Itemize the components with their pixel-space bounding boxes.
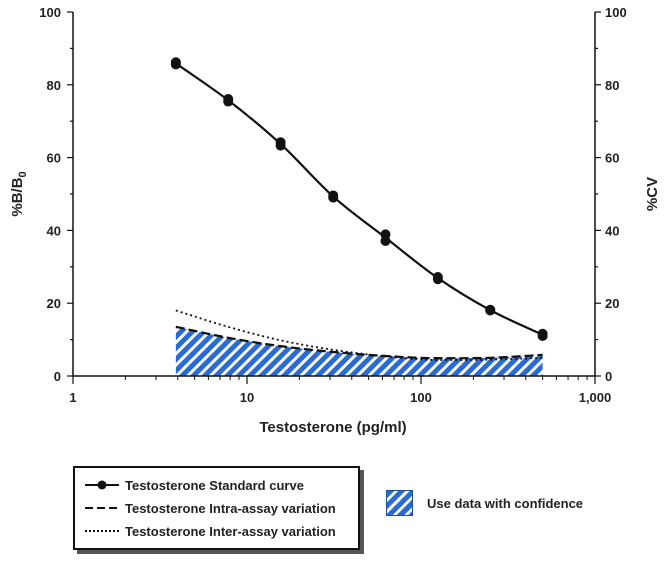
left-y-tick-label: 60	[47, 151, 61, 166]
legend-label-standard-curve: Testosterone Standard curve	[125, 477, 304, 493]
data-point-standard-curve	[328, 192, 339, 203]
legend-item-standard-curve: Testosterone Standard curve	[85, 476, 304, 494]
data-point-standard-curve	[485, 305, 496, 316]
left-y-tick-label: 80	[47, 78, 61, 93]
confidence-label: Use data with confidence	[427, 495, 584, 511]
data-point-standard-curve	[432, 274, 443, 285]
left-y-tick-label: 40	[47, 223, 61, 238]
right-y-tick-label: 40	[605, 223, 619, 238]
data-point-standard-curve	[275, 140, 286, 151]
x-axis-title: Testosterone (pg/ml)	[259, 419, 406, 436]
legend-swatch-standard-curve	[85, 480, 119, 490]
data-point-standard-curve	[537, 330, 548, 341]
left-y-tick-label: 100	[39, 5, 61, 20]
left-axis-title-sub: 0	[17, 171, 29, 177]
x-tick-label: 1	[69, 390, 76, 405]
legend-label-inter-assay: Testosterone Inter-assay variation	[125, 523, 336, 539]
confidence-legend: Use data with confidence	[386, 490, 583, 516]
right-y-tick-label: 100	[605, 5, 627, 20]
right-y-tick-label: 60	[605, 151, 619, 166]
x-tick-label: 100	[410, 390, 432, 405]
x-tick-label: 10	[240, 390, 254, 405]
series-line-inter-assay	[175, 309, 543, 361]
legend-label-intra-assay: Testosterone Intra-assay variation	[125, 500, 336, 516]
confidence-swatch	[386, 490, 413, 516]
x-tick-label: 1,000	[579, 390, 612, 405]
left-axis-title: %B/B0	[9, 171, 29, 216]
legend-swatch-inter-assay	[85, 530, 119, 532]
legend-swatch-intra-assay	[85, 507, 119, 509]
svg-text:%B/B0: %B/B0	[9, 171, 29, 216]
right-y-tick-label: 20	[605, 296, 619, 311]
right-axis-title: %CV	[644, 177, 661, 211]
legend-item-inter-assay: Testosterone Inter-assay variation	[85, 522, 336, 540]
confidence-region	[175, 326, 543, 376]
legend-item-intra-assay: Testosterone Intra-assay variation	[85, 499, 336, 517]
left-axis-title-main: %B/B	[9, 177, 26, 216]
chart: 0 20 40 60 80 100 0 20 40 60 80 100 1 10 100 1,000 Test…	[9, 5, 661, 436]
data-point-standard-curve	[380, 235, 391, 246]
data-point-standard-curve	[223, 96, 234, 107]
left-y-tick-label: 0	[54, 369, 61, 384]
data-point-standard-curve	[170, 59, 181, 70]
plot-area: 0 20 40 60 80 100 0 20 40 60 80 100 1 10 100 1,000	[39, 5, 626, 405]
legend: Testosterone Standard curve Testosterone…	[73, 466, 360, 550]
right-y-tick-label: 80	[605, 78, 619, 93]
left-y-tick-label: 20	[47, 296, 61, 311]
series-line-intra-assay	[175, 325, 543, 360]
right-y-tick-label: 0	[605, 369, 612, 384]
